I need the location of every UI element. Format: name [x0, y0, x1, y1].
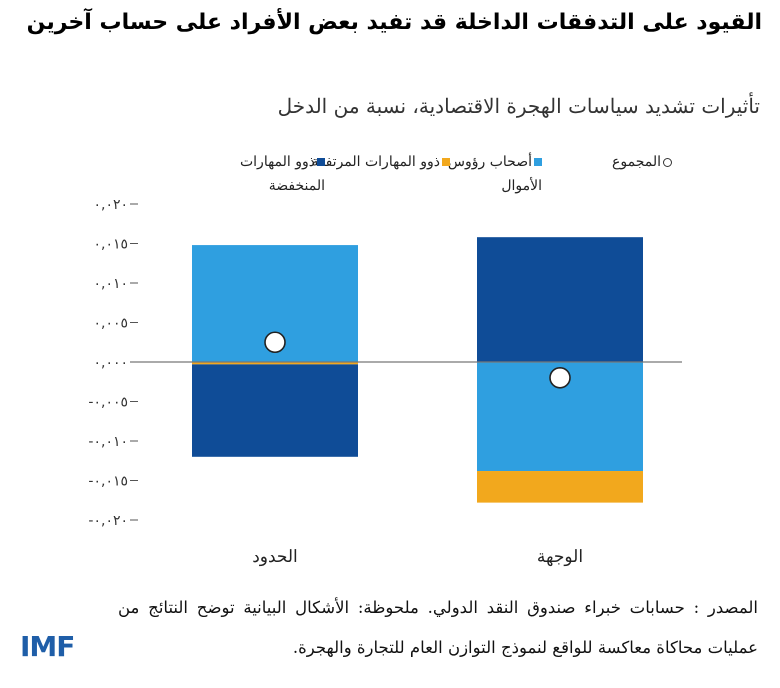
total-marker: [549, 366, 571, 389]
y-tick-label: ٠,٠٠٠: [93, 355, 128, 371]
x-category-label: الوجهة: [537, 547, 583, 567]
legend-total: المجموع: [612, 150, 672, 174]
chart-title: القيود على التدفقات الداخلة قد تفيد بعض …: [26, 10, 762, 35]
y-tick-label: -٠,٠١٠: [88, 434, 128, 450]
y-tick-label: ٠,٠٢٠: [93, 197, 128, 213]
source-note: المصدر : حسابات خبراء صندوق النقد الدولي…: [118, 598, 758, 657]
chart-subtitle: تأثيرات تشديد سياسات الهجرة الاقتصادية، …: [277, 94, 760, 118]
x-category-label: الحدود: [252, 547, 298, 567]
y-tick-label: -٠,٠٢٠: [88, 513, 128, 529]
legend-low-skill: ذوو المهارات المنخفضة: [225, 150, 325, 198]
y-tick-label: ٠,٠١٥: [93, 237, 128, 253]
legend-capital-label: أصحاب رؤوس الأموال: [447, 154, 542, 194]
legend-capital: أصحاب رؤوس الأموال: [422, 150, 542, 198]
bar-segment: [477, 471, 643, 503]
legend-high-skill: ذوو المهارات المرتفعة: [311, 150, 450, 174]
total-marker: [264, 331, 286, 354]
legend-low-skill-swatch: [317, 158, 325, 166]
bar-segment: [192, 364, 358, 457]
legend-total-label: المجموع: [612, 154, 661, 170]
legend-capital-swatch: [534, 158, 542, 166]
y-tick-label: -٠,٠١٥: [88, 474, 128, 490]
imf-logo: IMF: [20, 630, 75, 663]
legend-high-skill-label: ذوو المهارات المرتفعة: [311, 154, 440, 170]
legend-low-skill-label: ذوو المهارات المنخفضة: [239, 154, 325, 194]
y-tick-label: -٠,٠٠٥: [88, 395, 128, 411]
bar-segment: [192, 362, 358, 365]
legend-high-skill-swatch: [442, 158, 450, 166]
y-tick-label: ٠,٠٠٥: [93, 316, 128, 332]
y-tick-label: ٠,٠١٠: [93, 276, 128, 292]
bar-segment: [477, 237, 643, 362]
circle-icon: [663, 157, 672, 167]
